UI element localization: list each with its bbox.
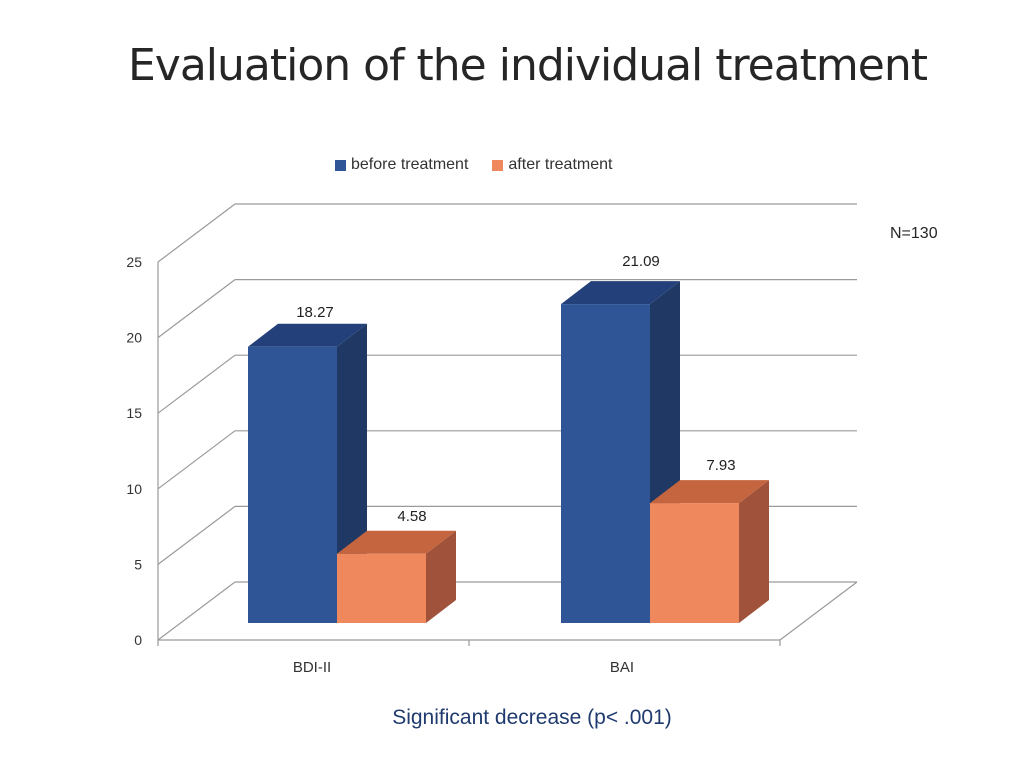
gridline-side xyxy=(157,430,236,490)
y-tick-label: 15 xyxy=(126,405,142,421)
bar-side-after-1 xyxy=(739,480,769,623)
gridline-side xyxy=(157,354,236,414)
y-tick-label: 5 xyxy=(134,556,142,572)
x-tick-label: BAI xyxy=(610,659,634,676)
slide-title: Evaluation of the individual treatment xyxy=(128,40,928,91)
legend-swatch-after xyxy=(492,159,504,171)
bar-before-bdi-ii xyxy=(248,346,337,623)
bar-before-bai xyxy=(561,304,650,623)
bar-side-after-0 xyxy=(426,530,456,623)
legend-item-after: after treatment xyxy=(492,156,612,174)
legend-swatch-before xyxy=(335,159,346,171)
bar-top-before-1 xyxy=(561,281,680,305)
legend-label-after: after treatment xyxy=(508,156,613,173)
data-label: 4.58 xyxy=(397,508,426,525)
y-tick-label: 10 xyxy=(126,481,142,497)
chart-legend: before treatment after treatment xyxy=(335,156,636,174)
data-label: 7.93 xyxy=(706,457,735,474)
y-tick-label: 20 xyxy=(126,330,142,346)
sample-size-label: N=130 xyxy=(890,225,938,242)
legend-item-before: before treatment xyxy=(335,156,468,174)
significance-text: Significant decrease (p< .001) xyxy=(392,706,672,729)
bar-after-bai xyxy=(650,503,739,623)
bar-after-bdi-ii xyxy=(337,553,426,623)
gridline-side xyxy=(157,581,236,641)
data-label: 18.27 xyxy=(296,304,334,321)
y-tick-label: 0 xyxy=(134,632,142,648)
data-label: 21.09 xyxy=(622,253,660,270)
significance-note: Significant decrease (p< .001) xyxy=(0,706,1024,730)
gridline-side xyxy=(157,505,236,565)
bar-top-after-1 xyxy=(650,480,769,504)
y-tick-label: 25 xyxy=(126,254,142,270)
floor-right-edge xyxy=(779,581,858,641)
x-tick-label: BDI-II xyxy=(293,659,331,676)
bar-top-before-0 xyxy=(248,323,367,347)
gridline-side xyxy=(157,279,236,339)
legend-label-before: before treatment xyxy=(351,156,469,173)
bar-top-after-0 xyxy=(337,530,456,554)
gridline-side xyxy=(157,203,236,263)
